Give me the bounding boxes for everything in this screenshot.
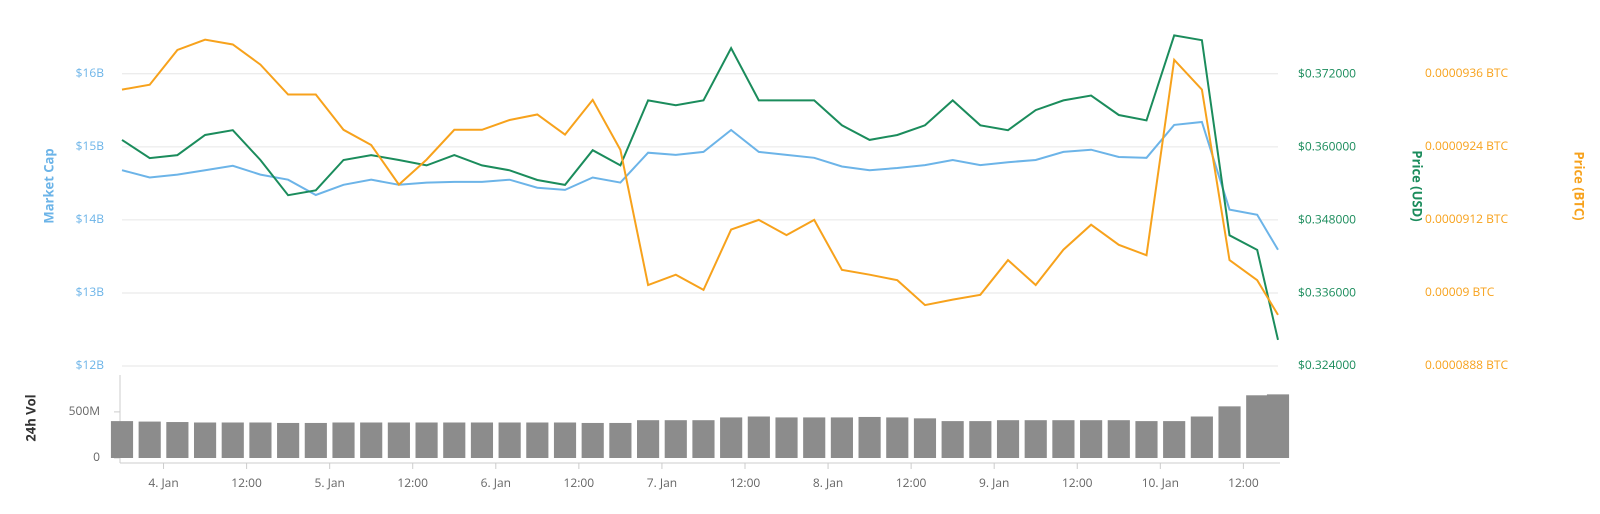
x-tick-label: 10. Jan [1142, 474, 1179, 491]
y-tick-label: $13B [76, 283, 105, 300]
x-tick-label: 12:00 [1062, 474, 1093, 491]
volume-axis-title: 24h Vol [21, 394, 39, 441]
volume-bar [221, 422, 244, 458]
x-tick-label: 12:00 [231, 474, 262, 491]
y2-tick-label: $0.336000 [1298, 283, 1356, 300]
volume-bar [1163, 421, 1186, 458]
volume-bar [1107, 420, 1130, 458]
volume-bar [138, 421, 161, 458]
x-tick-label: 12:00 [730, 474, 761, 491]
x-tick-label: 12:00 [896, 474, 927, 491]
y3-tick-label: 0.0000924 BTC [1425, 137, 1509, 154]
volume-bar [526, 422, 549, 458]
y-axis-title: Market Cap [39, 148, 57, 223]
y2-tick-label: $0.348000 [1298, 210, 1356, 227]
volume-bar [775, 417, 798, 458]
x-tick-label: 5. Jan [314, 474, 344, 491]
volume-bar [1218, 406, 1241, 458]
y-tick-label: $14B [76, 210, 105, 227]
y2-tick-label: $0.372000 [1298, 64, 1356, 81]
x-tick-label: 12:00 [564, 474, 595, 491]
volume-bar [193, 422, 217, 458]
volume-bar [1024, 420, 1047, 458]
y-tick-label: $16B [76, 64, 105, 81]
volume-bar [249, 422, 272, 458]
y3-tick-label: 0.0000888 BTC [1425, 356, 1509, 373]
volume-tick-label: 0 [93, 448, 100, 465]
y-tick-label: $12B [76, 356, 105, 373]
volume-bar [803, 417, 826, 458]
volume-bar [360, 422, 383, 458]
volume-bar [692, 420, 715, 458]
volume-bar [1190, 416, 1213, 458]
volume-bar [498, 422, 521, 458]
volume-bar [664, 420, 687, 458]
x-tick-label: 9. Jan [979, 474, 1009, 491]
volume-bar [581, 422, 604, 458]
y2-tick-label: $0.324000 [1298, 356, 1356, 373]
volume-bar [443, 422, 466, 458]
volume-bar [277, 422, 300, 458]
volume-bar [858, 416, 881, 458]
volume-bar [969, 421, 992, 458]
volume-bar [886, 417, 909, 458]
volume-bar [1135, 421, 1158, 458]
x-tick-label: 12:00 [1228, 474, 1259, 491]
volume-bar [332, 422, 355, 458]
x-tick-label: 6. Jan [481, 474, 511, 491]
series-line [121, 34, 1279, 341]
volume-bar [1080, 420, 1103, 458]
volume-bar [941, 421, 964, 458]
volume-bar [637, 420, 660, 458]
x-tick-label: 4. Jan [148, 474, 178, 491]
volume-bar [1246, 395, 1269, 458]
volume-bar [720, 417, 743, 458]
volume-bar [304, 422, 327, 458]
volume-bar [1266, 394, 1290, 458]
y2-axis-title: Price (USD) [1409, 150, 1427, 221]
y-tick-label: $15B [76, 137, 105, 154]
series-line [121, 38, 1279, 316]
volume-bar [1052, 420, 1075, 458]
y2-tick-label: $0.360000 [1298, 137, 1356, 154]
volume-bar [747, 416, 770, 458]
volume-bar [387, 422, 410, 458]
x-tick-label: 12:00 [397, 474, 428, 491]
volume-bar [609, 422, 632, 458]
x-tick-label: 7. Jan [647, 474, 677, 491]
volume-bar [553, 422, 577, 458]
volume-bar [110, 421, 134, 458]
y3-tick-label: 0.0000912 BTC [1425, 210, 1509, 227]
y3-tick-label: 0.00009 BTC [1425, 283, 1495, 300]
y3-axis-title: Price (BTC) [1571, 151, 1589, 220]
volume-bar [996, 420, 1020, 458]
y3-tick-label: 0.0000936 BTC [1425, 64, 1509, 81]
x-tick-label: 8. Jan [813, 474, 843, 491]
volume-tick-label: 500M [69, 402, 100, 419]
volume-bar [415, 422, 438, 458]
volume-bar [830, 417, 853, 458]
volume-bar [913, 418, 937, 458]
series-line [121, 120, 1279, 251]
volume-bar [470, 422, 494, 458]
volume-bar [166, 422, 189, 458]
